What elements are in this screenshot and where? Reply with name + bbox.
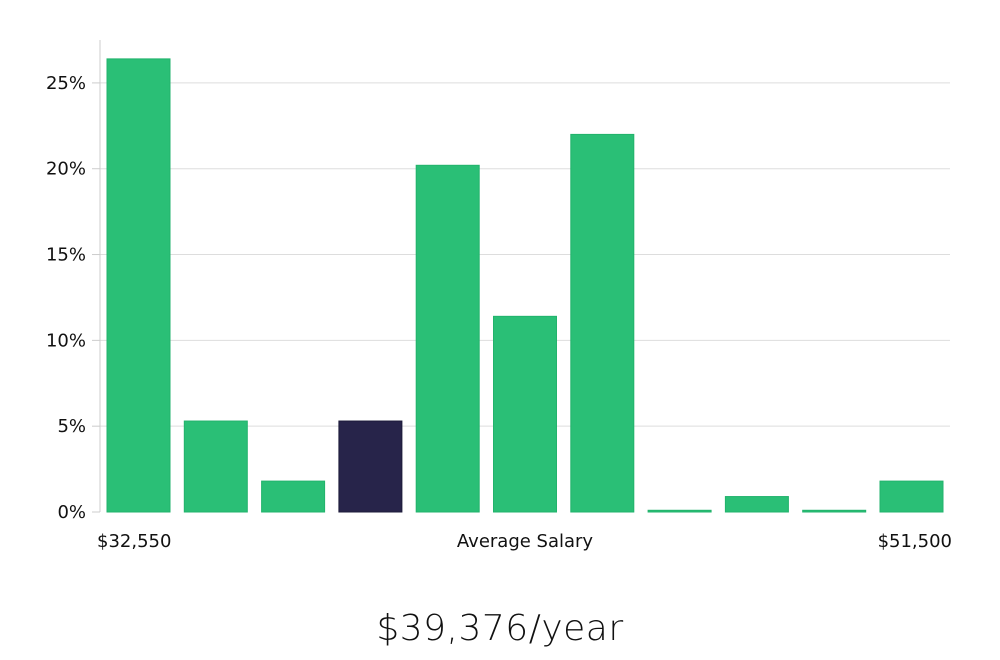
y-tick-label: 10% [46,330,86,351]
y-tick-label: 0% [57,502,86,523]
bar [879,480,944,513]
y-tick-label: 25% [46,73,86,94]
grid-lines [100,82,950,427]
bar [724,496,789,513]
bar-highlighted [338,420,403,513]
bar [415,164,480,513]
bar [802,509,867,513]
bar [570,133,635,513]
bar [183,420,248,513]
bar [647,509,712,513]
y-axis-ticks: 0% 5% 10% 15% 20% 25% [46,73,100,523]
y-tick-label: 5% [57,416,86,437]
average-salary-value: $39,376/year [376,608,624,649]
y-tick-label: 20% [46,159,86,180]
salary-histogram: 0%5%10%15%20%25% $32,550 Average Salary … [46,40,952,552]
x-max-label: $51,500 [878,531,952,552]
x-min-label: $32,550 [97,531,171,552]
y-tick-label: 15% [46,245,86,266]
bar [261,480,326,513]
bar [493,315,557,513]
x-center-label: Average Salary [457,531,594,552]
bars [106,58,944,513]
bar [106,58,171,513]
